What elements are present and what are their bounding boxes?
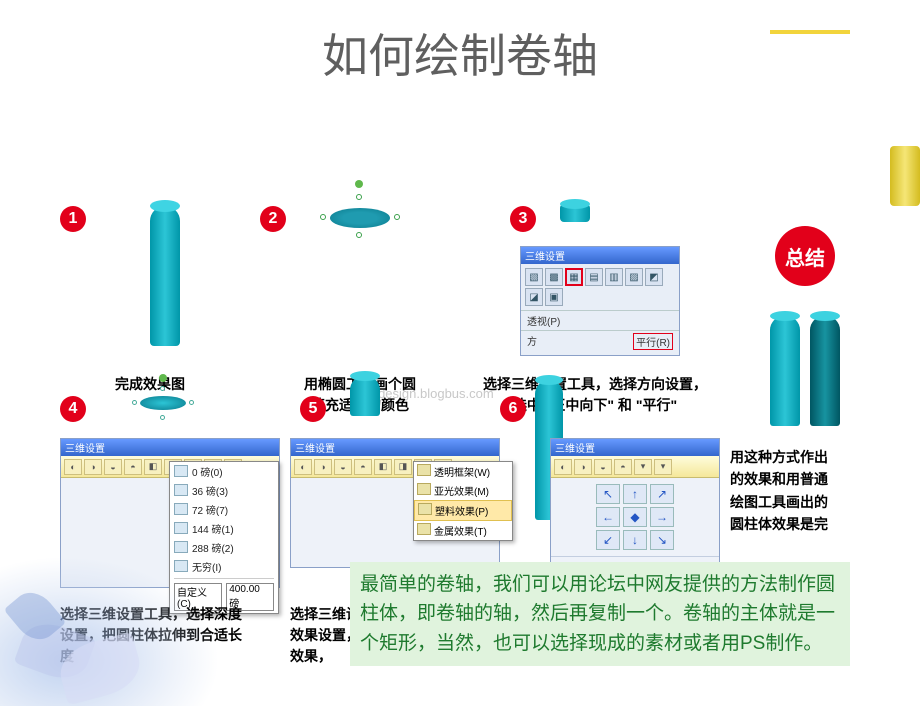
lighting-panel: 三维设置 ◐ ◑ ◒ ◓ ▾ ▾ ↖ ↑ ↗ ← ◆ → ↙ ↓ ↘ 亮色 bbox=[550, 438, 720, 568]
result-cylinder bbox=[150, 206, 180, 346]
tool-icon: ◐ bbox=[554, 459, 572, 475]
dir-icon: ▨ bbox=[625, 268, 643, 286]
panel-title: 三维设置 bbox=[61, 439, 279, 456]
perspective-label: 透视(P) bbox=[527, 313, 560, 328]
tool-icon: ◓ bbox=[614, 459, 632, 475]
explanation-note: 最简单的卷轴，我们可以用论坛中网友提供的方法制作圆柱体，即卷轴的轴，然后再复制一… bbox=[350, 562, 850, 666]
step-badge-5: 5 bbox=[300, 396, 326, 422]
menu-item-highlighted: 塑料效果(P) bbox=[414, 500, 512, 521]
tool-icon: ◨ bbox=[394, 459, 412, 475]
arrow-icon: ↖ bbox=[596, 484, 620, 504]
menu-item: 亚光效果(M) bbox=[414, 481, 512, 500]
mini-cylinder bbox=[560, 204, 590, 222]
arrow-icon: → bbox=[650, 507, 674, 527]
panel-footer: 透视(P) bbox=[521, 310, 679, 330]
ellipse-selected bbox=[140, 396, 186, 410]
resize-handle-icon bbox=[132, 400, 137, 405]
tool-icon: ▾ bbox=[634, 459, 652, 475]
rotate-handle-icon bbox=[355, 180, 363, 188]
note-text: 最简单的卷轴，我们可以用论坛中网友提供的方法制作圆柱体，即卷轴的轴，然后再复制一… bbox=[360, 574, 835, 654]
menu-item: 金属效果(T) bbox=[414, 521, 512, 540]
step-badge-3: 3 bbox=[510, 206, 536, 232]
direction-panel: 三维设置 ▧ ▩ ▦ ▤ ▥ ▨ ◩ ◪ ▣ 透视(P) 方 平行(R) bbox=[520, 246, 680, 356]
panel-title: 三维设置 bbox=[521, 247, 679, 264]
menu-item: 72 磅(7) bbox=[170, 500, 278, 519]
tool-icon: ◒ bbox=[594, 459, 612, 475]
parallel-label-selected: 平行(R) bbox=[633, 333, 673, 350]
page-title: 如何绘制卷轴 bbox=[0, 0, 920, 86]
arrow-icon: ◆ bbox=[623, 507, 647, 527]
dir-icon: ▤ bbox=[585, 268, 603, 286]
resize-handle-icon bbox=[320, 214, 326, 220]
arrow-icon: ↑ bbox=[623, 484, 647, 504]
light-direction-grid: ↖ ↑ ↗ ← ◆ → ↙ ↓ ↘ bbox=[551, 478, 719, 556]
tool-icon: ◑ bbox=[84, 459, 102, 475]
summary-cyl-a bbox=[770, 316, 800, 426]
dir-icon: ▣ bbox=[545, 288, 563, 306]
arrow-icon: ↙ bbox=[596, 530, 620, 550]
step-badge-2: 2 bbox=[260, 206, 286, 232]
arrow-icon: ↘ bbox=[650, 530, 674, 550]
dir-icon: ▧ bbox=[525, 268, 543, 286]
menu-item: 144 磅(1) bbox=[170, 519, 278, 538]
arrow-icon: ← bbox=[596, 507, 620, 527]
summary-text: 用这种方式作出 的效果和用普通 绘图工具画出的 圆柱体效果是完 bbox=[730, 446, 880, 536]
dir-icon: ▥ bbox=[605, 268, 623, 286]
panel-footer-2: 方 平行(R) bbox=[521, 330, 679, 352]
surface-panel: 三维设置 ◐ ◑ ◒ ◓ ◧ ◨ ▾ ▾ 透明框架(W) 亚光效果(M) 塑料效… bbox=[290, 438, 500, 568]
surface-menu: 透明框架(W) 亚光效果(M) 塑料效果(P) 金属效果(T) bbox=[413, 461, 513, 541]
short-cylinder bbox=[350, 376, 380, 416]
summary-badge: 总结 bbox=[775, 226, 835, 286]
menu-item: 288 磅(2) bbox=[170, 538, 278, 557]
tool-icon: ◓ bbox=[124, 459, 142, 475]
summary-cyl-b bbox=[810, 316, 840, 426]
step-badge-6: 6 bbox=[500, 396, 526, 422]
step-badge-1: 1 bbox=[60, 206, 86, 232]
tool-icon: ◒ bbox=[334, 459, 352, 475]
resize-handle-icon bbox=[160, 415, 165, 420]
bg-flower-deco bbox=[0, 556, 220, 706]
tool-icon: ◧ bbox=[374, 459, 392, 475]
menu-item: 0 磅(0) bbox=[170, 462, 278, 481]
tool-icon: ◑ bbox=[314, 459, 332, 475]
resize-handle-icon bbox=[356, 232, 362, 238]
menu-item: 36 磅(3) bbox=[170, 481, 278, 500]
tool-icon: ◐ bbox=[64, 459, 82, 475]
resize-handle-icon bbox=[160, 386, 165, 391]
panel-title: 三维设置 bbox=[291, 439, 499, 456]
tool-icon: ◐ bbox=[294, 459, 312, 475]
summary-column: 总结 用这种方式作出 的效果和用普通 绘图工具画出的 圆柱体效果是完 bbox=[730, 146, 880, 536]
resize-handle-icon bbox=[356, 194, 362, 200]
ellipse-shape bbox=[330, 208, 390, 228]
menu-item: 透明框架(W) bbox=[414, 462, 512, 481]
tool-icon: ◧ bbox=[144, 459, 162, 475]
direction-prefix: 方 bbox=[527, 333, 537, 350]
step-1-caption: 完成效果图 bbox=[60, 374, 240, 395]
resize-handle-icon bbox=[189, 400, 194, 405]
summary-cylinders bbox=[730, 316, 880, 426]
tool-icon: ◒ bbox=[104, 459, 122, 475]
accent-bar bbox=[770, 30, 850, 34]
dir-icon-selected: ▦ bbox=[565, 268, 583, 286]
tool-icon: ◑ bbox=[574, 459, 592, 475]
tool-icon: ◓ bbox=[354, 459, 372, 475]
dir-icon: ◪ bbox=[525, 288, 543, 306]
step-badge-4: 4 bbox=[60, 396, 86, 422]
toolbar: ◐ ◑ ◒ ◓ ▾ ▾ bbox=[551, 456, 719, 478]
arrow-icon: ↓ bbox=[623, 530, 647, 550]
arrow-icon: ↗ bbox=[650, 484, 674, 504]
resize-handle-icon bbox=[394, 214, 400, 220]
rotate-handle-icon bbox=[159, 374, 167, 382]
yellow-cylinder-deco bbox=[890, 146, 920, 206]
direction-grid: ▧ ▩ ▦ ▤ ▥ ▨ ◩ ◪ ▣ bbox=[521, 264, 679, 310]
panel-title: 三维设置 bbox=[551, 439, 719, 456]
tool-icon: ▾ bbox=[654, 459, 672, 475]
dir-icon: ◩ bbox=[645, 268, 663, 286]
slide-content: pptdesign.blogbus.com 1 完成效果图 2 用椭圆工具画个圆… bbox=[0, 86, 920, 706]
dir-icon: ▩ bbox=[545, 268, 563, 286]
